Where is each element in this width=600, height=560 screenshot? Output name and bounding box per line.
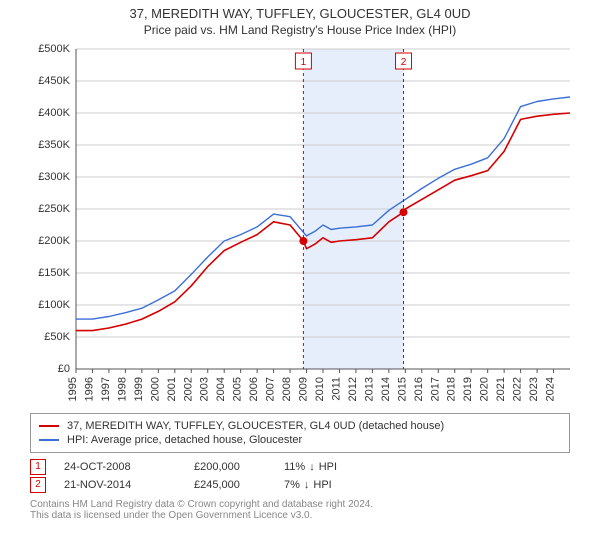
svg-text:2013: 2013 [363, 377, 375, 401]
svg-text:2015: 2015 [396, 377, 408, 401]
legend-row-hpi: HPI: Average price, detached house, Glou… [39, 434, 561, 446]
svg-text:2014: 2014 [380, 377, 392, 401]
svg-text:2022: 2022 [512, 377, 524, 401]
svg-text:2006: 2006 [248, 377, 260, 401]
sale-marker-2: 2 [30, 477, 46, 493]
svg-text:2020: 2020 [479, 377, 491, 401]
sale-hpi-pct-2: 7% [284, 479, 300, 491]
svg-text:1998: 1998 [116, 377, 128, 401]
svg-text:1996: 1996 [83, 377, 95, 401]
svg-text:2002: 2002 [182, 377, 194, 401]
attribution-footer: Contains HM Land Registry data © Crown c… [30, 499, 570, 521]
arrow-down-icon: ↓ [304, 479, 310, 491]
sale-marker-1: 1 [30, 459, 46, 475]
sale-date-1: 24-OCT-2008 [64, 461, 194, 473]
svg-text:2019: 2019 [462, 377, 474, 401]
footer-line-2: This data is licensed under the Open Gov… [30, 510, 570, 521]
svg-text:£50K: £50K [44, 331, 70, 343]
footer-line-1: Contains HM Land Registry data © Crown c… [30, 499, 570, 510]
svg-text:1999: 1999 [133, 377, 145, 401]
sale-hpi-word-1: HPI [319, 461, 337, 473]
legend-row-property: 37, MEREDITH WAY, TUFFLEY, GLOUCESTER, G… [39, 420, 561, 432]
svg-text:£0: £0 [58, 363, 70, 375]
svg-text:2011: 2011 [330, 377, 342, 401]
svg-text:£450K: £450K [38, 75, 70, 87]
svg-text:£100K: £100K [38, 299, 70, 311]
chart-subtitle: Price paid vs. HM Land Registry's House … [0, 23, 600, 37]
svg-text:£350K: £350K [38, 139, 70, 151]
chart-title-block: 37, MEREDITH WAY, TUFFLEY, GLOUCESTER, G… [0, 0, 600, 39]
svg-text:2003: 2003 [199, 377, 211, 401]
svg-text:2005: 2005 [232, 377, 244, 401]
sale-hpi-1: 11% ↓ HPI [284, 461, 337, 473]
sale-row-1: 1 24-OCT-2008 £200,000 11% ↓ HPI [30, 459, 570, 475]
svg-text:2004: 2004 [215, 377, 227, 401]
svg-text:2023: 2023 [528, 377, 540, 401]
svg-text:2008: 2008 [281, 377, 293, 401]
chart-title: 37, MEREDITH WAY, TUFFLEY, GLOUCESTER, G… [0, 6, 600, 21]
svg-text:£500K: £500K [38, 43, 70, 55]
sale-hpi-pct-1: 11% [284, 461, 305, 473]
svg-text:2016: 2016 [413, 377, 425, 401]
legend-box: 37, MEREDITH WAY, TUFFLEY, GLOUCESTER, G… [30, 413, 570, 453]
legend-swatch-property [39, 425, 59, 427]
chart-svg: £0 £50K £100K £150K £200K £250K £300K £350K £400… [20, 39, 580, 409]
legend-label-property: 37, MEREDITH WAY, TUFFLEY, GLOUCESTER, G… [67, 420, 444, 432]
svg-text:2: 2 [401, 57, 407, 68]
svg-text:2021: 2021 [495, 377, 507, 401]
svg-text:1997: 1997 [100, 377, 112, 401]
svg-text:2012: 2012 [347, 377, 359, 401]
svg-text:2009: 2009 [298, 377, 310, 401]
legend-swatch-hpi [39, 439, 59, 441]
svg-text:£250K: £250K [38, 203, 70, 215]
svg-text:1: 1 [301, 57, 307, 68]
svg-text:2000: 2000 [149, 377, 161, 401]
sale-price-2: £245,000 [194, 479, 284, 491]
sale-hpi-word-2: HPI [313, 479, 331, 491]
svg-text:2017: 2017 [429, 377, 441, 401]
chart-area: £0 £50K £100K £150K £200K £250K £300K £350K £400… [20, 39, 580, 409]
svg-text:£150K: £150K [38, 267, 70, 279]
svg-text:£400K: £400K [38, 107, 70, 119]
svg-text:2010: 2010 [314, 377, 326, 401]
svg-text:2018: 2018 [446, 377, 458, 401]
svg-text:2001: 2001 [166, 377, 178, 401]
svg-text:2007: 2007 [265, 377, 277, 401]
svg-text:£200K: £200K [38, 235, 70, 247]
sale-date-2: 21-NOV-2014 [64, 479, 194, 491]
svg-text:£300K: £300K [38, 171, 70, 183]
sale-row-2: 2 21-NOV-2014 £245,000 7% ↓ HPI [30, 477, 570, 493]
sale-price-1: £200,000 [194, 461, 284, 473]
sale-hpi-2: 7% ↓ HPI [284, 479, 332, 491]
svg-text:1995: 1995 [67, 377, 79, 401]
svg-text:2024: 2024 [545, 377, 557, 401]
sales-block: 1 24-OCT-2008 £200,000 11% ↓ HPI 2 21-NO… [30, 459, 570, 493]
arrow-down-icon: ↓ [309, 461, 315, 473]
legend-label-hpi: HPI: Average price, detached house, Glou… [67, 434, 302, 446]
